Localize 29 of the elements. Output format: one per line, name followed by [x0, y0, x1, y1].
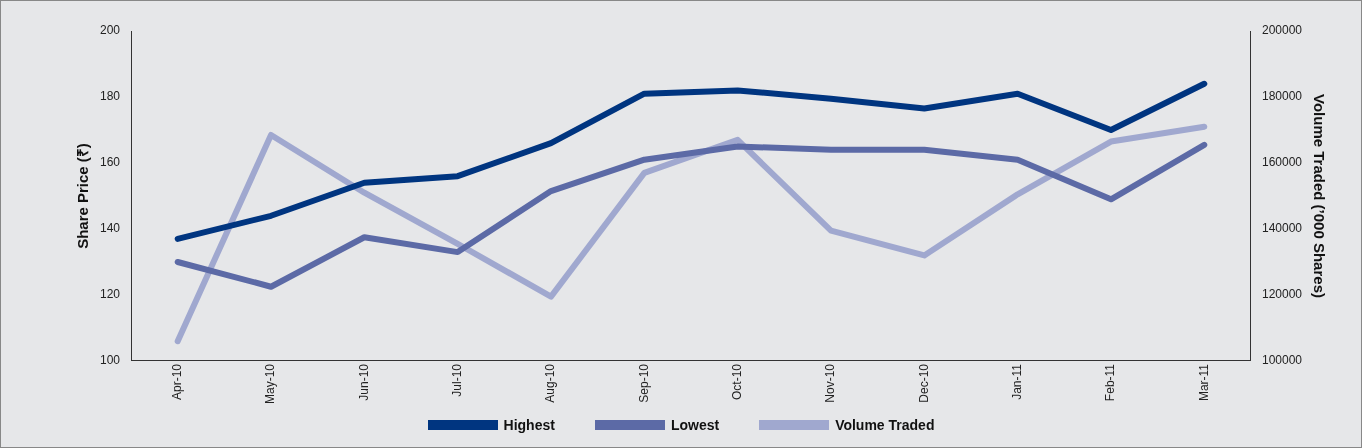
x-tick-label: Aug-10 — [543, 363, 558, 403]
x-tick-label: Oct-10 — [729, 363, 744, 400]
y-tick-label: 120 — [99, 287, 121, 302]
x-tick-label: Jul-10 — [449, 363, 464, 397]
x-tick-label: Mar-11 — [1196, 363, 1211, 402]
y-tick-label: 160 — [99, 155, 121, 170]
x-tick-label: May-10 — [263, 363, 278, 404]
y2-tick-label: 200000 — [1261, 23, 1303, 38]
y2-tick-label: 120000 — [1261, 287, 1303, 302]
x-tick-label: Dec-10 — [916, 363, 931, 403]
y-tick-label: 180 — [99, 89, 121, 104]
legend-label: Highest — [503, 417, 555, 433]
x-tick-label: Apr-10 — [170, 363, 184, 401]
y2-axis-title: Volume Traded (’000 Shares) — [1310, 94, 1328, 298]
y2-tick-label: 160000 — [1261, 155, 1303, 170]
x-tick-label: Feb-11 — [1103, 363, 1118, 402]
x-tick-label: Jan-11 — [1009, 363, 1024, 400]
legend-label: Volume Traded — [835, 417, 935, 433]
legend-label: Lowest — [670, 417, 720, 433]
x-tick-label: Sep-10 — [636, 363, 651, 403]
y-tick-label: 200 — [99, 23, 121, 38]
y2-tick-label: 100000 — [1261, 353, 1303, 368]
y2-tick-label: 180000 — [1261, 89, 1303, 104]
y-tick-label: 140 — [99, 221, 121, 236]
x-tick-label: Jun-10 — [356, 363, 371, 401]
y-axis-title: Share Price (₹) — [74, 143, 92, 249]
y2-tick-label: 140000 — [1261, 221, 1303, 236]
y-tick-label: 100 — [99, 353, 121, 368]
x-tick-label: Nov-10 — [823, 363, 838, 403]
